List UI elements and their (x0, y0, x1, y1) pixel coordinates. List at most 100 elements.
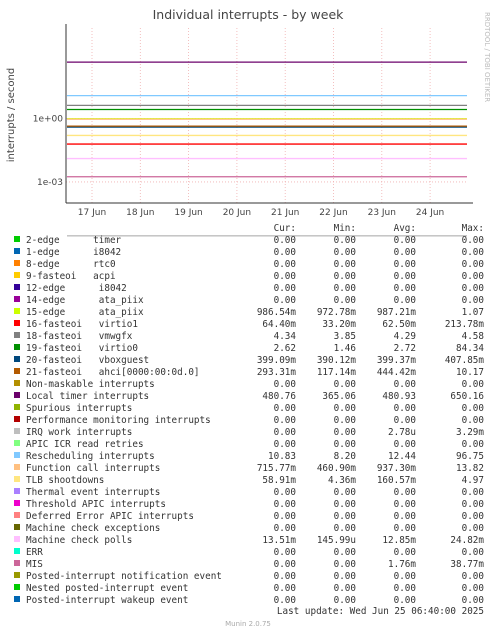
legend-value: 0.00 (274, 283, 296, 294)
x-tick-label: 19 Jun (174, 208, 202, 218)
legend-value: 0.00 (394, 439, 416, 450)
legend-label: Local timer interrupts (26, 391, 149, 402)
legend-value: 4.97 (462, 475, 484, 486)
y-tick-label: 1e+00 (33, 115, 64, 125)
x-tick-label: 24 Jun (416, 208, 444, 218)
legend-label: Threshold APIC interrupts (26, 499, 166, 510)
legend-swatch (14, 476, 20, 482)
legend-value: 0.00 (274, 595, 296, 606)
legend-swatch (14, 284, 20, 290)
legend-value: 986.54m (257, 307, 297, 318)
legend-value: 0.00 (274, 439, 296, 450)
legend-value: 13.82 (456, 463, 484, 474)
legend-value: 399.37m (377, 355, 417, 366)
legend-value: 0.00 (462, 235, 484, 246)
legend-label: 8-edge rtc0 (26, 259, 116, 270)
legend-value: 0.00 (334, 271, 356, 282)
legend-swatch (14, 296, 20, 302)
legend-value: 0.00 (462, 271, 484, 282)
legend-swatch (14, 272, 20, 278)
legend-value: 0.00 (462, 295, 484, 306)
legend-value: 2.72 (394, 343, 416, 354)
legend-value: 0.00 (274, 415, 296, 426)
legend-value: 0.00 (334, 511, 356, 522)
legend-value: 0.00 (394, 487, 416, 498)
legend-value: 10.17 (456, 367, 484, 378)
legend-swatch (14, 440, 20, 446)
legend-label: 19-fasteoi virtio0 (26, 343, 138, 354)
legend-value: 0.00 (334, 523, 356, 534)
legend-swatch (14, 572, 20, 578)
legend-label: Machine check exceptions (26, 523, 160, 534)
legend-swatch (14, 488, 20, 494)
legend-value: 0.00 (462, 571, 484, 582)
legend-value: 0.00 (334, 415, 356, 426)
legend-value: 0.00 (462, 499, 484, 510)
legend-value: 0.00 (462, 379, 484, 390)
legend-swatch (14, 536, 20, 542)
legend-label: 2-edge timer (26, 235, 122, 246)
legend-value: 0.00 (334, 403, 356, 414)
legend-value: 0.00 (394, 379, 416, 390)
legend-label: Function call interrupts (26, 463, 160, 474)
legend-label: 16-fasteoi virtio1 (26, 319, 138, 330)
legend-label: Machine check polls (26, 535, 132, 546)
legend-value: 0.00 (274, 427, 296, 438)
legend-swatch (14, 548, 20, 554)
legend-value: 0.00 (394, 247, 416, 258)
legend-value: 33.20m (322, 319, 356, 330)
legend-value: 0.00 (274, 583, 296, 594)
legend-value: 0.00 (334, 439, 356, 450)
legend-value: 390.12m (317, 355, 357, 366)
side-text: RRDTOOL / TOBI OETIKER (483, 12, 491, 102)
legend-value: 0.00 (462, 511, 484, 522)
legend-value: 4.29 (394, 331, 416, 342)
legend-value: 2.78u (388, 427, 416, 438)
legend-swatch (14, 584, 20, 590)
chart-title: Individual interrupts - by week (153, 7, 345, 22)
legend-label: Thermal event interrupts (26, 487, 160, 498)
legend-swatch (14, 428, 20, 434)
legend-value: 0.00 (274, 379, 296, 390)
legend-value: 0.00 (394, 403, 416, 414)
legend-swatch (14, 260, 20, 266)
legend-label: 18-fasteoi vmwgfx (26, 331, 133, 342)
legend-value: 0.00 (394, 583, 416, 594)
legend-value: 937.30m (377, 463, 417, 474)
legend-value: 0.00 (394, 571, 416, 582)
legend-label: Rescheduling interrupts (26, 451, 155, 462)
legend-swatch (14, 452, 20, 458)
legend-swatch (14, 404, 20, 410)
legend-value: 0.00 (462, 283, 484, 294)
legend-label: 1-edge i8042 (26, 247, 121, 258)
legend-swatch (14, 236, 20, 242)
legend-swatch (14, 596, 20, 602)
legend-swatch (14, 524, 20, 530)
legend-label: 14-edge ata_piix (26, 295, 144, 306)
x-tick-label: 23 Jun (368, 208, 396, 218)
legend-value: 0.00 (334, 379, 356, 390)
legend-value: 0.00 (462, 439, 484, 450)
legend-value: 12.85m (382, 535, 416, 546)
legend-value: 0.00 (462, 415, 484, 426)
legend-value: 1.76m (388, 559, 416, 570)
legend-value: 3.85 (334, 331, 356, 342)
legend-value: 38.77m (450, 559, 484, 570)
legend-value: 480.93 (382, 391, 416, 402)
legend-swatch (14, 560, 20, 566)
legend-value: 0.00 (274, 511, 296, 522)
legend-value: 0.00 (394, 547, 416, 558)
legend-value: 0.00 (394, 415, 416, 426)
legend-label: ERR (26, 547, 43, 558)
legend-value: 213.78m (445, 319, 485, 330)
legend-value: 0.00 (462, 523, 484, 534)
legend-label: 20-fasteoi vboxguest (26, 355, 149, 366)
legend-label: 15-edge ata_piix (26, 307, 144, 318)
legend-label: Nested posted-interrupt event (26, 583, 188, 594)
x-tick-label: 21 Jun (271, 208, 299, 218)
legend-value: 0.00 (394, 283, 416, 294)
legend-swatch (14, 356, 20, 362)
legend-value: 145.99u (317, 535, 356, 546)
legend-value: 0.00 (394, 259, 416, 270)
